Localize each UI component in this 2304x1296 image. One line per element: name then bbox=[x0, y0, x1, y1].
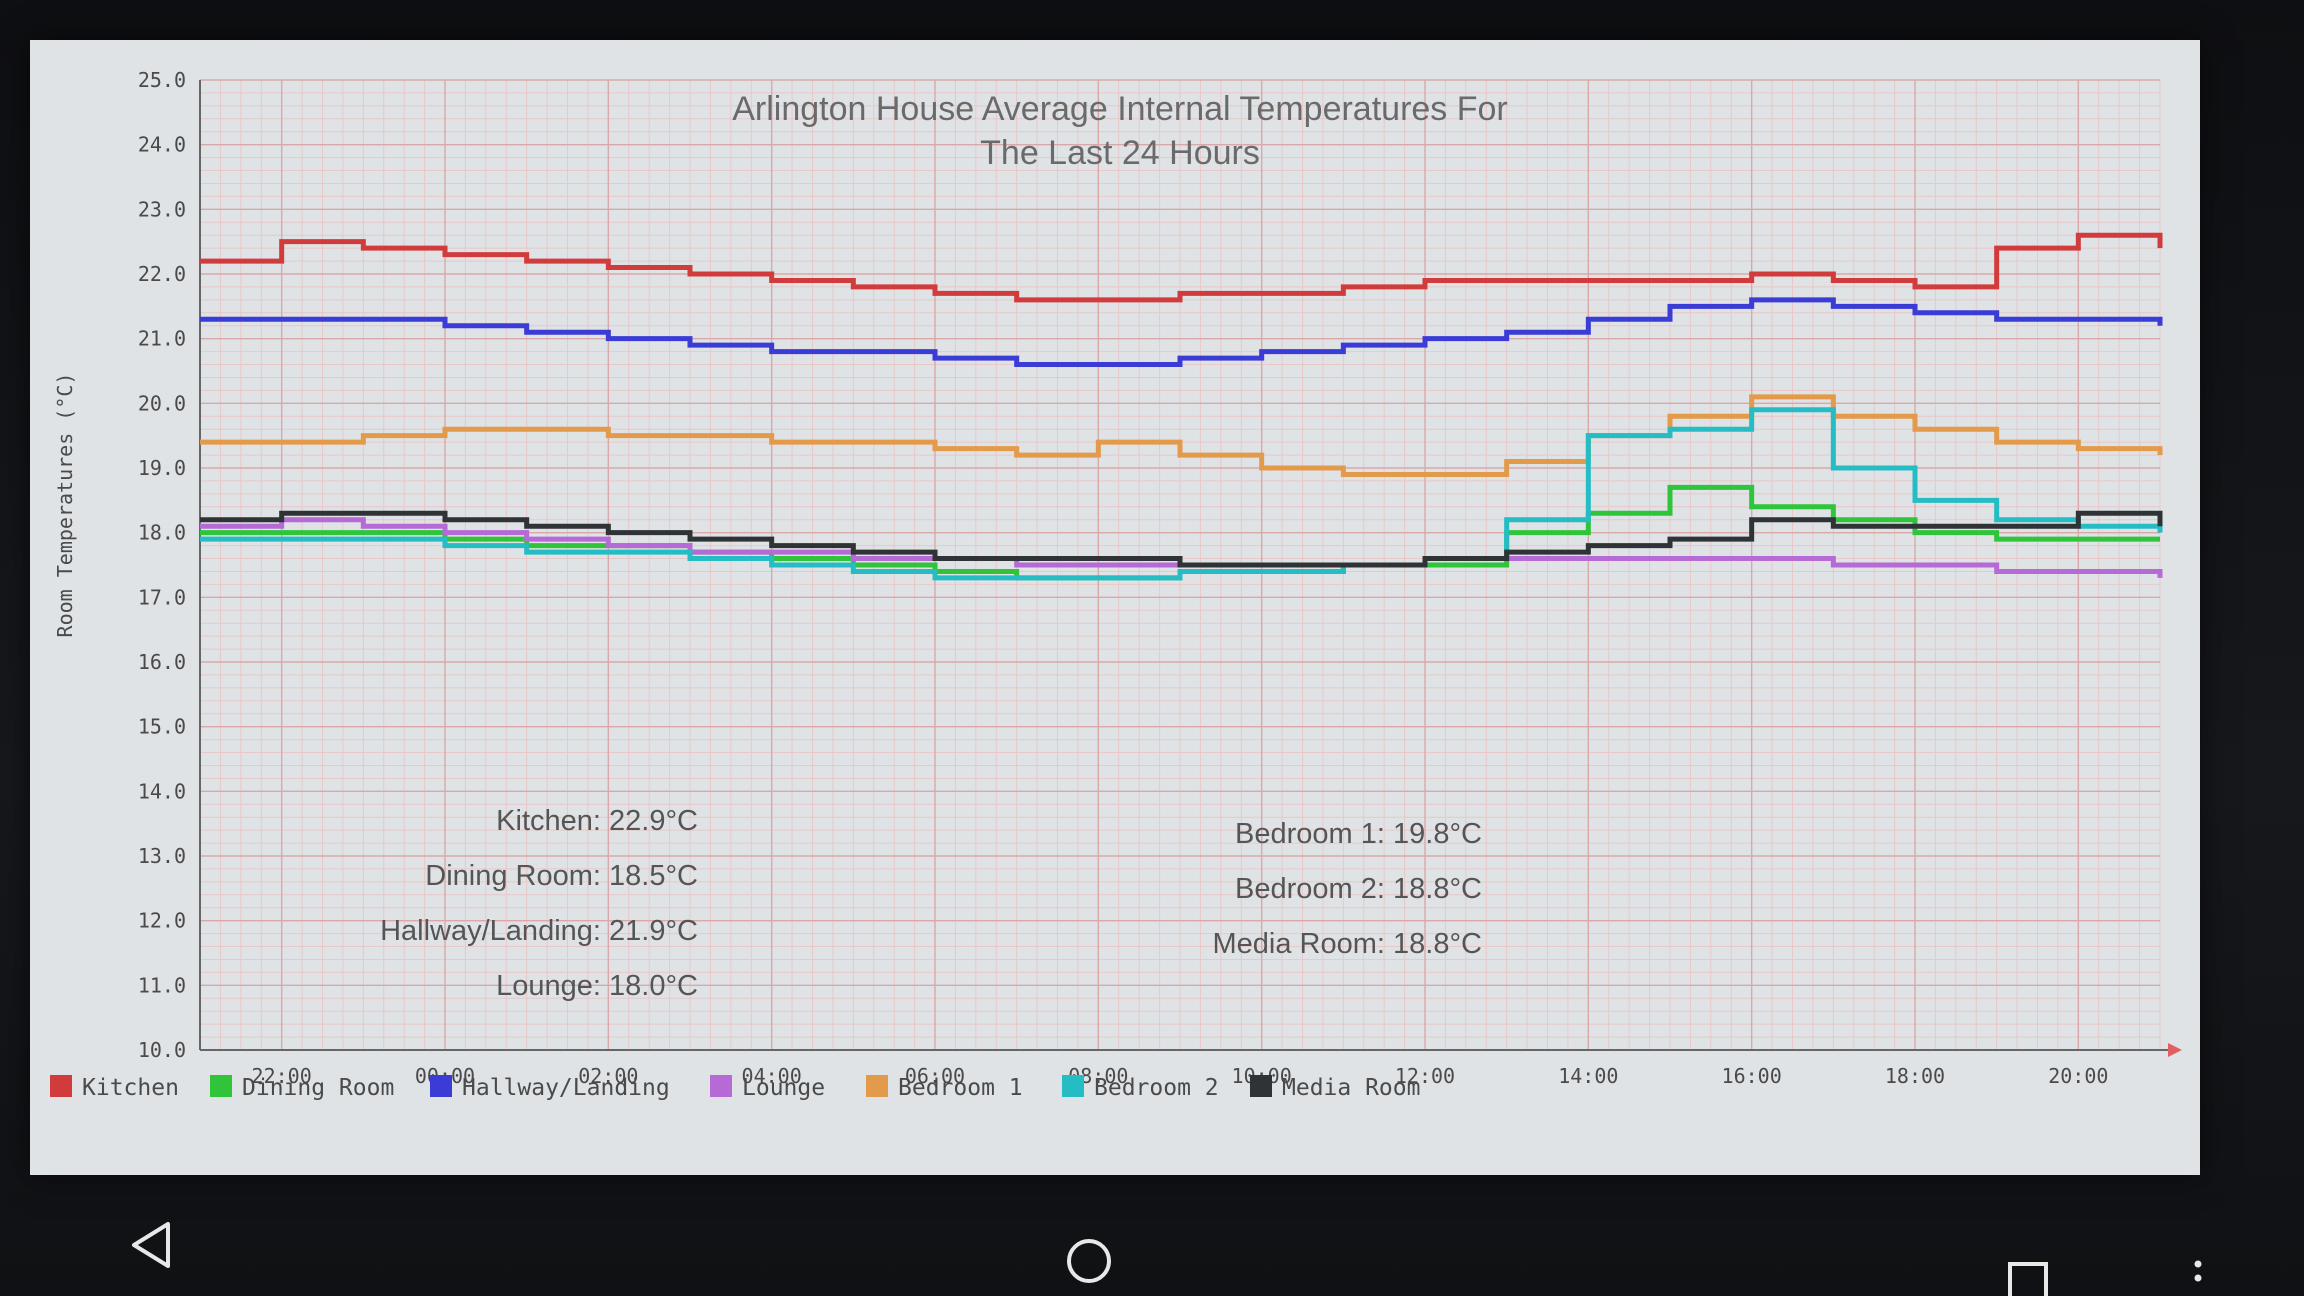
x-tick-label: 04:00 bbox=[742, 1064, 802, 1088]
title-line: The Last 24 Hours bbox=[980, 134, 1260, 172]
y-axis-label: Room Temperatures (°C) bbox=[53, 373, 77, 638]
x-tick-label: 22:00 bbox=[252, 1064, 312, 1088]
reading-label: Bedroom 2: 18.8°C bbox=[1235, 873, 1482, 905]
series-lines bbox=[200, 232, 2163, 581]
legend: Kitchen Dining Room Hallway/Landing Lounge B… bbox=[50, 1075, 1420, 1101]
chart-panel: 25.0 24.0 23.0 22.0 21.0 20.0 19.0 18.0 17.0 16.0… bbox=[30, 40, 2200, 1175]
y-tick-label: 14.0 bbox=[138, 779, 186, 803]
current-readings: Kitchen: 22.9°C Dining Room: 18.5°C Hallwa… bbox=[380, 805, 1482, 1002]
series-line bbox=[200, 407, 2163, 581]
y-tick-label: 11.0 bbox=[138, 973, 186, 997]
y-tick-label: 25.0 bbox=[138, 68, 186, 92]
menu-dots-icon[interactable] bbox=[2188, 1256, 2208, 1296]
legend-label: Kitchen bbox=[82, 1075, 179, 1101]
legend-swatch bbox=[1250, 1075, 1272, 1097]
x-tick-label: 20:00 bbox=[2048, 1064, 2108, 1088]
legend-label: Bedroom 1 bbox=[898, 1075, 1023, 1101]
series-line bbox=[200, 517, 2163, 578]
x-tick-label: 16:00 bbox=[1722, 1064, 1782, 1088]
legend-swatch bbox=[430, 1075, 452, 1097]
y-tick-label: 12.0 bbox=[138, 909, 186, 933]
x-tick-label: 14:00 bbox=[1558, 1064, 1618, 1088]
grid bbox=[199, 79, 2161, 1051]
reading-label: Lounge: 18.0°C bbox=[496, 970, 698, 1002]
chart-title: Arlington House Average Internal Tempera… bbox=[732, 90, 1508, 172]
y-tick-label: 13.0 bbox=[138, 844, 186, 868]
y-tick-label: 18.0 bbox=[138, 521, 186, 545]
y-tick-label: 17.0 bbox=[138, 585, 186, 609]
series-line bbox=[200, 232, 2163, 303]
x-tick-label: 06:00 bbox=[905, 1064, 965, 1088]
reading-label: Media Room: 18.8°C bbox=[1213, 928, 1483, 960]
legend-swatch bbox=[866, 1075, 888, 1097]
y-tick-label: 10.0 bbox=[138, 1038, 186, 1062]
legend-swatch bbox=[210, 1075, 232, 1097]
legend-label: Dining Room bbox=[242, 1075, 394, 1101]
recents-icon[interactable] bbox=[2006, 1260, 2052, 1296]
x-axis-arrow bbox=[2168, 1043, 2182, 1057]
x-tick-label: 18:00 bbox=[1885, 1064, 1945, 1088]
title-line: Arlington House Average Internal Tempera… bbox=[732, 90, 1508, 128]
legend-swatch bbox=[1062, 1075, 1084, 1097]
y-tick-label: 16.0 bbox=[138, 650, 186, 674]
series-line bbox=[200, 297, 2163, 368]
legend-label: Lounge bbox=[742, 1075, 825, 1101]
x-tick-label: 02:00 bbox=[578, 1064, 638, 1088]
reading-label: Bedroom 1: 19.8°C bbox=[1235, 818, 1482, 850]
reading-label: Hallway/Landing: 21.9°C bbox=[380, 915, 698, 947]
reading-label: Dining Room: 18.5°C bbox=[425, 860, 698, 892]
legend-swatch bbox=[50, 1075, 72, 1097]
x-tick-label: 12:00 bbox=[1395, 1064, 1455, 1088]
y-tick-label: 23.0 bbox=[138, 197, 186, 221]
back-icon[interactable] bbox=[128, 1220, 174, 1270]
legend-swatch bbox=[710, 1075, 732, 1097]
legend-label: Hallway/Landing bbox=[462, 1075, 670, 1101]
y-tick-label: 20.0 bbox=[138, 391, 186, 415]
series-line bbox=[200, 510, 2163, 568]
y-tick-label: 21.0 bbox=[138, 327, 186, 351]
legend-label: Bedroom 2 bbox=[1094, 1075, 1219, 1101]
y-tick-label: 15.0 bbox=[138, 715, 186, 739]
y-tick-label: 19.0 bbox=[138, 456, 186, 480]
reading-label: Kitchen: 22.9°C bbox=[496, 805, 698, 837]
axes: 25.0 24.0 23.0 22.0 21.0 20.0 19.0 18.0 17.0 16.0… bbox=[53, 68, 2182, 1088]
home-icon[interactable] bbox=[1064, 1236, 1114, 1286]
y-tick-label: 22.0 bbox=[138, 262, 186, 286]
series-line bbox=[200, 394, 2163, 477]
y-tick-label: 24.0 bbox=[138, 133, 186, 157]
legend-label: Media Room bbox=[1282, 1075, 1420, 1101]
temperature-chart: 25.0 24.0 23.0 22.0 21.0 20.0 19.0 18.0 17.0 16.0… bbox=[50, 68, 2182, 1101]
android-nav-bar bbox=[0, 1190, 2304, 1296]
